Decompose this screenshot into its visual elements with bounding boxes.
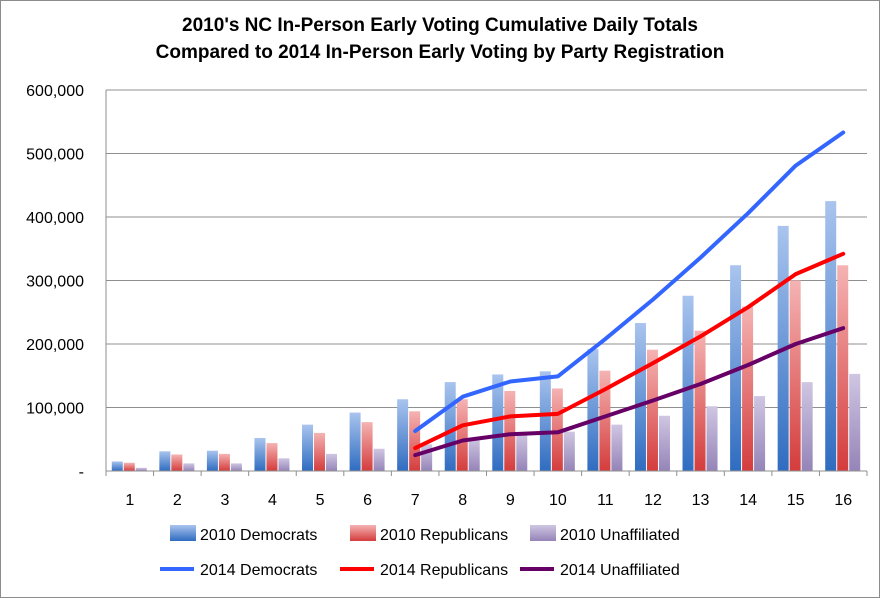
bar-2010-republicans (646, 349, 658, 471)
bar-2010-democrats (159, 451, 171, 471)
line-2014-unaffiliated (413, 326, 846, 458)
x-tick-label: 3 (220, 492, 229, 509)
bar-2010-unaffiliated (230, 463, 242, 471)
x-tick-label: 2 (173, 492, 182, 509)
legend-swatch (530, 525, 556, 541)
bar-2010-unaffiliated (801, 382, 813, 471)
bar-2010-unaffiliated (658, 415, 670, 471)
y-tick-label: - (79, 464, 84, 481)
axes: - 100,000 200,000 300,000 400,000 500,000 600,… (26, 83, 868, 509)
bar-2010-republicans (456, 399, 468, 471)
bar-2010-republicans (694, 330, 706, 471)
x-tick-label: 10 (549, 492, 567, 509)
bar-2010-republicans (599, 370, 611, 471)
bar-2010-democrats (397, 399, 409, 471)
bar-2010-unaffiliated (135, 467, 147, 471)
x-tick-label: 8 (458, 492, 467, 509)
bar-2010-unaffiliated (373, 448, 385, 471)
legend-label: 2010 Republicans (380, 527, 508, 544)
bar-2010-unaffiliated (516, 433, 528, 471)
bar-2010-democrats (492, 374, 504, 471)
chart-title-line-1: 2010's NC In-Person Early Voting Cumulat… (182, 15, 698, 36)
bar-2010-democrats (254, 437, 266, 471)
x-tick-label: 7 (411, 492, 420, 509)
bar-2010-republicans (123, 462, 135, 471)
legend-label: 2014 Republicans (380, 562, 508, 579)
legend-label: 2014 Democrats (200, 562, 317, 579)
bar-2010-unaffiliated (611, 424, 623, 471)
y-tick-label: 400,000 (26, 210, 84, 227)
bar-2010-unaffiliated (849, 373, 861, 471)
bar-2010-republicans (789, 280, 801, 471)
x-tick-label: 16 (834, 492, 852, 509)
x-tick-label: 5 (316, 492, 325, 509)
bar-2010-unaffiliated (468, 437, 480, 471)
bar-2010-democrats (682, 295, 694, 471)
legend-label: 2014 Unaffiliated (560, 562, 680, 579)
x-tick-label: 4 (268, 492, 277, 509)
line-2014-republicans (413, 251, 846, 451)
bar-2010-democrats (634, 323, 646, 471)
line-2014-democrats (413, 130, 846, 433)
bar-2010-democrats (349, 412, 361, 471)
bars (111, 201, 861, 471)
y-tick-label: 300,000 (26, 274, 84, 291)
bar-2010-republicans (361, 422, 373, 471)
bar-2010-unaffiliated (278, 458, 290, 471)
x-tick-label: 11 (597, 492, 614, 509)
lines (413, 130, 846, 458)
bar-2010-unaffiliated (326, 453, 338, 471)
bar-2010-democrats (111, 461, 123, 471)
bar-2010-unaffiliated (754, 396, 766, 471)
bar-2010-republicans (409, 411, 421, 471)
legend-label: 2010 Unaffiliated (560, 527, 680, 544)
y-tick-label: 100,000 (26, 401, 84, 418)
y-tick-label: 500,000 (26, 147, 84, 164)
bar-2010-democrats (825, 201, 837, 471)
bar-2010-democrats (444, 382, 456, 471)
bar-2010-republicans (837, 265, 849, 471)
bar-2010-democrats (539, 371, 551, 471)
bar-2010-republicans (314, 432, 326, 471)
x-tick-label: 14 (739, 492, 757, 509)
bar-2010-democrats (206, 450, 218, 471)
bar-2010-unaffiliated (563, 431, 575, 471)
x-tick-label: 13 (692, 492, 710, 509)
x-tick-label: 1 (125, 492, 134, 509)
bar-2010-republicans (742, 306, 754, 471)
x-tick-label: 6 (363, 492, 372, 509)
bar-2010-democrats (587, 349, 599, 471)
bar-2010-republicans (266, 443, 278, 471)
bar-2010-unaffiliated (183, 463, 195, 471)
legend-swatch (170, 525, 196, 541)
y-tick-label: 200,000 (26, 337, 84, 354)
bar-2010-unaffiliated (421, 444, 433, 471)
bar-2010-republicans (504, 390, 516, 471)
chart-title: 2010's NC In-Person Early Voting Cumulat… (0, 12, 880, 66)
bar-2010-democrats (302, 424, 314, 471)
legend-swatch (350, 525, 376, 541)
x-tick-label: 12 (644, 492, 662, 509)
legend: 2010 Democrats 2010 Republicans 2010 Unaff… (160, 525, 680, 579)
legend-label: 2010 Democrats (200, 527, 317, 544)
bar-2010-republicans (551, 388, 563, 471)
y-tick-label: 600,000 (26, 83, 84, 100)
x-tick-label: 15 (787, 492, 805, 509)
x-tick-label: 9 (506, 492, 515, 509)
bar-2010-republicans (218, 453, 230, 471)
bar-2010-republicans (171, 454, 183, 471)
chart-title-line-2: Compared to 2014 In-Person Early Voting … (155, 42, 725, 63)
bar-2010-unaffiliated (706, 406, 718, 471)
